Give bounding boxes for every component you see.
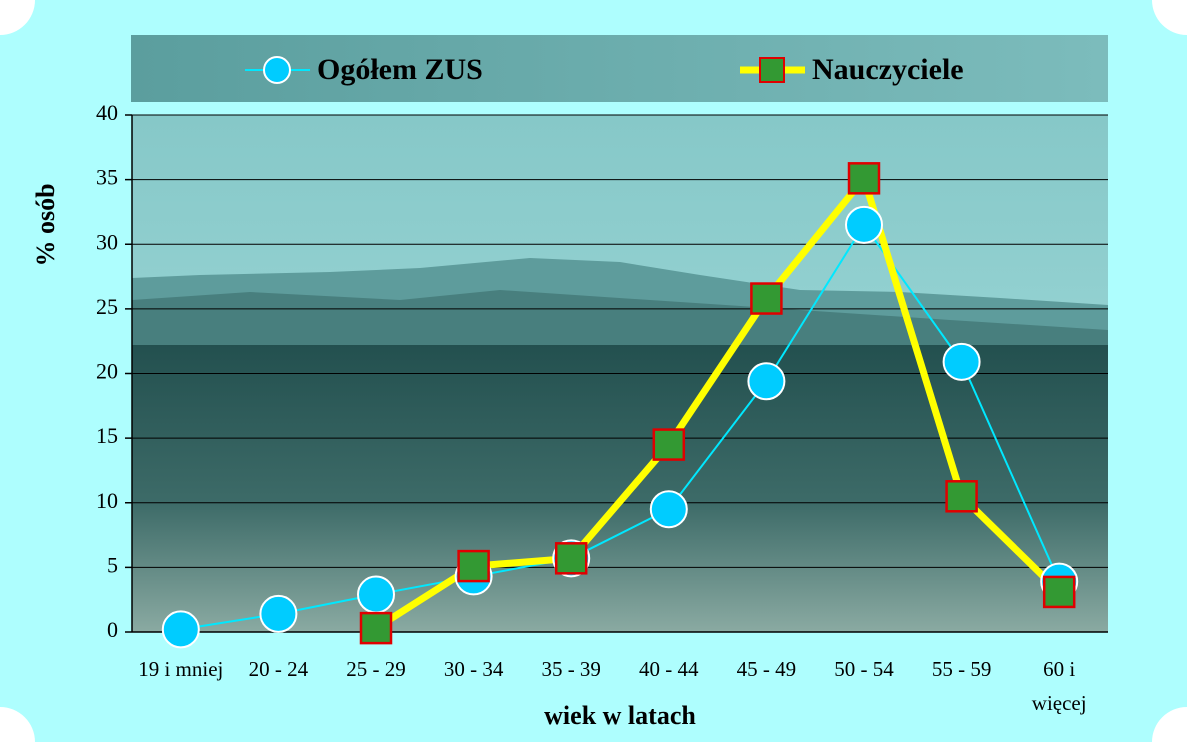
marker <box>358 577 394 613</box>
x-tick-label: 35 - 39 <box>526 652 616 686</box>
y-tick-label: 25 <box>96 294 118 319</box>
y-axis-title: % osób <box>31 183 60 266</box>
x-tick-label: 60 i więcej <box>1014 652 1104 720</box>
y-tick-label: 10 <box>96 488 118 513</box>
legend-marker <box>760 58 784 82</box>
x-tick-label: 50 - 54 <box>819 652 909 686</box>
chart: % osób wiek w latach 0 5 10 15 20 25 30 35 40 Ogó… <box>0 0 1187 742</box>
page: % osób wiek w latach 0 5 10 15 20 25 30 35 40 Ogó… <box>0 0 1187 742</box>
x-tick-label: 30 - 34 <box>429 652 519 686</box>
marker <box>846 207 882 243</box>
marker <box>654 430 684 460</box>
x-tick-label: 20 - 24 <box>233 652 323 686</box>
x-tick-label: 19 i mniej <box>136 652 226 686</box>
marker <box>260 596 296 632</box>
x-tick-label: 55 - 59 <box>917 652 1007 686</box>
legend-label: Nauczyciele <box>812 53 964 86</box>
x-tick-label: 40 - 44 <box>624 652 714 686</box>
marker <box>459 551 489 581</box>
x-tick-label: 45 - 49 <box>721 652 811 686</box>
legend-marker <box>264 57 290 83</box>
x-tick-label: 25 - 29 <box>331 652 421 686</box>
marker <box>556 543 586 573</box>
y-tick-label: 40 <box>96 100 118 125</box>
y-tick-label: 35 <box>96 165 118 190</box>
y-tick-label: 30 <box>96 229 118 254</box>
y-tick-label: 0 <box>107 617 118 642</box>
marker <box>361 613 391 643</box>
marker <box>651 491 687 527</box>
legend-label: Ogółem ZUS <box>317 53 483 86</box>
marker <box>1044 577 1074 607</box>
y-tick-label: 15 <box>96 423 118 448</box>
x-axis-title: wiek w latach <box>544 701 696 730</box>
marker <box>947 481 977 511</box>
marker <box>944 344 980 380</box>
marker <box>748 363 784 399</box>
y-tick-label: 5 <box>107 552 118 577</box>
marker <box>849 163 879 193</box>
y-tick-label: 20 <box>96 359 118 384</box>
marker <box>163 611 199 647</box>
marker <box>751 284 781 314</box>
